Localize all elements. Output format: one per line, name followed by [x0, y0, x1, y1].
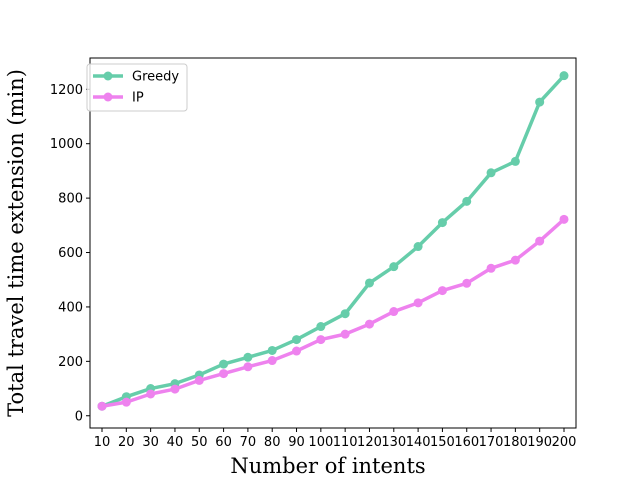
y-tick-label: 600 — [58, 246, 83, 261]
data-point-greedy — [364, 278, 374, 288]
x-tick-label: 140 — [406, 435, 431, 450]
x-tick-label: 160 — [454, 435, 479, 450]
x-tick-label: 100 — [308, 435, 333, 450]
x-axis-title: Number of intents — [230, 454, 425, 478]
legend-items: Greedy IP — [93, 70, 179, 106]
data-point-greedy — [389, 262, 399, 272]
x-tick-label: 40 — [167, 435, 184, 450]
data-point-ip — [559, 214, 569, 224]
x-tick-label: 30 — [142, 435, 159, 450]
y-tick-label: 400 — [58, 300, 83, 315]
data-point-ip — [462, 278, 472, 288]
data-point-ip — [121, 397, 131, 407]
x-tick-label: 200 — [552, 435, 577, 450]
x-tick-label: 110 — [333, 435, 358, 450]
data-point-ip — [316, 335, 326, 345]
x-tick-label: 120 — [357, 435, 382, 450]
data-point-greedy — [413, 242, 423, 252]
data-point-greedy — [340, 309, 350, 319]
x-tick-label: 50 — [191, 435, 208, 450]
data-point-ip — [413, 298, 423, 308]
data-point-ip — [97, 401, 107, 411]
data-point-ip — [389, 307, 399, 317]
x-tick-label: 90 — [288, 435, 305, 450]
data-point-greedy — [437, 218, 447, 228]
x-tick-label: 150 — [430, 435, 455, 450]
data-point-greedy — [462, 196, 472, 206]
data-point-ip — [146, 389, 156, 399]
data-point-ip — [292, 346, 302, 356]
x-tick-label: 70 — [240, 435, 257, 450]
x-tick-label: 130 — [381, 435, 406, 450]
x-tick-label: 170 — [479, 435, 504, 450]
legend-marker-greedy — [103, 71, 113, 81]
x-tick-label: 20 — [118, 435, 135, 450]
data-point-ip — [170, 384, 180, 394]
data-point-greedy — [243, 352, 253, 362]
data-point-greedy — [292, 335, 302, 345]
y-tick-label: 1000 — [50, 137, 83, 152]
data-point-ip — [267, 356, 277, 366]
x-tick-label: 60 — [215, 435, 232, 450]
data-point-ip — [243, 362, 253, 372]
plot-area — [90, 58, 576, 428]
data-point-ip — [535, 236, 545, 246]
legend-label-ip: IP — [132, 91, 144, 106]
x-tick-label: 10 — [94, 435, 111, 450]
data-point-ip — [340, 329, 350, 339]
y-tick-label: 1200 — [50, 83, 83, 98]
data-point-greedy — [267, 345, 277, 355]
data-point-greedy — [486, 168, 496, 178]
x-tick-label: 190 — [527, 435, 552, 450]
y-tick-label: 800 — [58, 192, 83, 207]
x-tick-label: 180 — [503, 435, 528, 450]
data-point-greedy — [535, 97, 545, 107]
data-point-ip — [510, 255, 520, 265]
data-point-greedy — [559, 71, 569, 81]
data-point-greedy — [510, 156, 520, 166]
data-point-ip — [364, 319, 374, 329]
y-tick-label: 200 — [58, 355, 83, 370]
data-point-greedy — [316, 322, 326, 332]
data-point-ip — [194, 375, 204, 385]
legend: Greedy IP — [86, 63, 188, 112]
plot-frame — [89, 57, 577, 429]
axis-layer: 10 20 30 40 50 60 70 80 90 100 110 120 130 140 150 160 1… — [50, 83, 577, 450]
data-point-ip — [437, 286, 447, 296]
y-tick-label: 0 — [75, 409, 83, 424]
data-point-ip — [486, 263, 496, 273]
data-point-ip — [219, 369, 229, 379]
series-layer — [97, 71, 569, 411]
x-tick-label: 80 — [264, 435, 281, 450]
y-axis-title: Total travel time extension (min) — [4, 69, 28, 417]
legend-marker-ip — [103, 92, 113, 102]
legend-label-greedy: Greedy — [132, 70, 179, 85]
data-point-greedy — [219, 359, 229, 369]
